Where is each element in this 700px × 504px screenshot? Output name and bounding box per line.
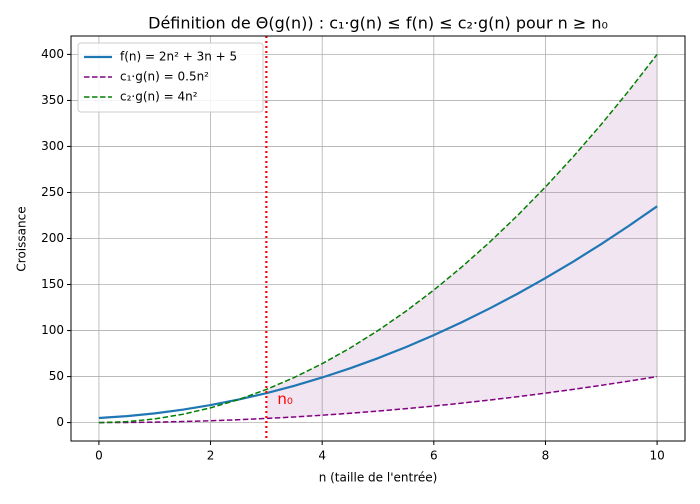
y-tick-label: 400 xyxy=(41,47,64,61)
x-tick-label: 0 xyxy=(95,449,103,463)
threshold-label: n₀ xyxy=(277,390,293,408)
legend-box xyxy=(77,42,264,113)
y-tick-label: 0 xyxy=(56,415,64,429)
x-tick-label: 2 xyxy=(207,449,215,463)
y-tick-label: 350 xyxy=(41,93,64,107)
y-tick-label: 200 xyxy=(41,231,64,245)
x-tick-label: 8 xyxy=(542,449,550,463)
line-series xyxy=(98,375,658,424)
x-tick-label: 6 xyxy=(430,449,438,463)
fill-area xyxy=(266,54,658,419)
x-tick-label: 10 xyxy=(649,449,664,463)
legend-label: c₁·g(n) = 0.5n² xyxy=(120,70,209,84)
chart-title: Définition de Θ(g(n)) : c₁·g(n) ≤ f(n) ≤… xyxy=(148,14,608,33)
y-tick-label: 250 xyxy=(41,185,64,199)
plot-frame xyxy=(70,35,686,442)
x-axis-label: n (taille de l'entrée) xyxy=(319,471,438,485)
legend-label: f(n) = 2n² + 3n + 5 xyxy=(120,50,237,64)
line-series xyxy=(98,53,658,424)
legend-label: c₂·g(n) = 4n² xyxy=(120,90,198,104)
y-tick-label: 100 xyxy=(41,323,64,337)
y-tick-label: 50 xyxy=(49,369,64,383)
y-tick-label: 150 xyxy=(41,277,64,291)
y-axis-label: Croissance xyxy=(15,206,29,271)
x-tick-label: 4 xyxy=(318,449,326,463)
y-tick-label: 300 xyxy=(41,139,64,153)
line-series xyxy=(98,205,658,420)
